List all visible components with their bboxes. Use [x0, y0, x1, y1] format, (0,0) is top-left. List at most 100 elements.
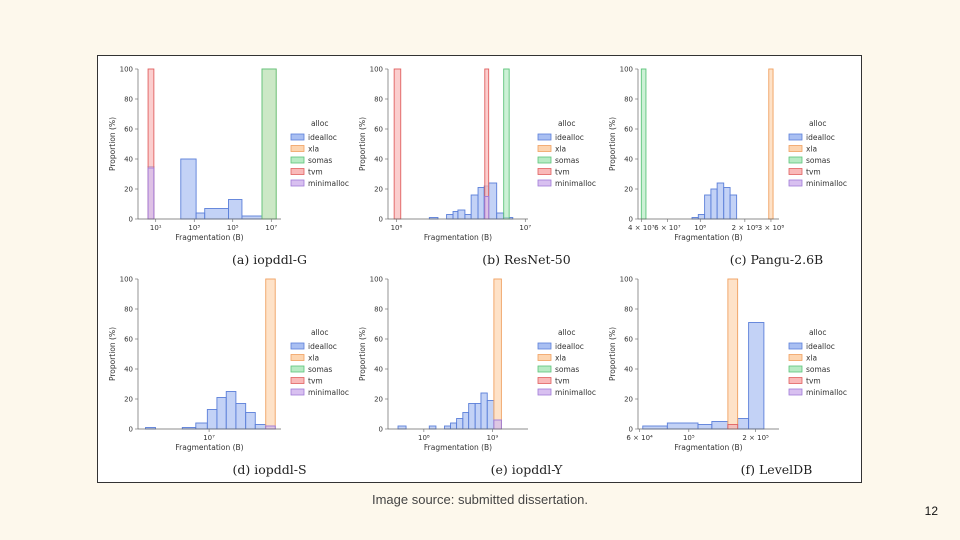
- legend-label-tvm: tvm: [806, 377, 821, 386]
- y-tick-label: 80: [374, 96, 383, 104]
- x-axis-label: Fragmentation (B): [674, 233, 742, 242]
- legend-label-xla: xla: [308, 145, 319, 154]
- bar-idealloc: [444, 425, 451, 430]
- x-tick-label: 10⁹: [487, 434, 499, 442]
- legend-swatch-minimalloc: [290, 179, 305, 187]
- legend-swatch-somas: [537, 365, 552, 373]
- caption-a: (a) iopddl-G: [232, 252, 307, 267]
- legend-title: alloc: [558, 328, 575, 337]
- bar-idealloc: [474, 403, 482, 430]
- bar-idealloc: [446, 214, 454, 220]
- x-tick-label: 10⁸: [694, 224, 706, 232]
- bar-idealloc: [477, 187, 485, 220]
- caption-d: (d) iopddl-S: [232, 462, 307, 477]
- bar-idealloc: [642, 425, 668, 430]
- x-tick-label: 10⁵: [227, 224, 239, 232]
- legend-swatch-tvm: [290, 168, 305, 175]
- legend-label-minimalloc: minimalloc: [308, 388, 349, 397]
- legend-swatch-minimalloc: [537, 388, 552, 396]
- legend-swatch-xla: [537, 145, 552, 152]
- legend-label-somas: somas: [555, 365, 579, 374]
- legend-swatch-somas: [290, 156, 305, 164]
- bar-xla: [265, 278, 276, 430]
- bar-idealloc: [488, 182, 498, 220]
- legend-swatch-somas: [788, 156, 803, 164]
- legend-label-minimalloc: minimalloc: [555, 179, 596, 188]
- bar-idealloc: [456, 418, 464, 430]
- legend-label-idealloc: idealloc: [806, 133, 835, 142]
- bar-minimalloc: [484, 196, 490, 220]
- legend-swatch-xla: [788, 145, 803, 152]
- legend-label-xla: xla: [308, 354, 319, 363]
- caption-f: (f) LevelDB: [740, 462, 813, 477]
- legend-swatch-idealloc: [290, 342, 305, 350]
- y-tick-label: 60: [374, 126, 383, 134]
- legend-label-minimalloc: minimalloc: [308, 179, 349, 188]
- y-tick-label: 60: [124, 336, 133, 344]
- y-tick-label: 100: [120, 66, 133, 74]
- legend-label-tvm: tvm: [806, 168, 821, 177]
- bar-idealloc: [254, 424, 267, 430]
- y-tick-label: 40: [624, 156, 633, 164]
- bar-minimalloc: [265, 425, 276, 430]
- bar-idealloc: [428, 425, 437, 430]
- bar-idealloc: [450, 422, 458, 430]
- legend-label-idealloc: idealloc: [555, 342, 584, 351]
- y-tick-label: 60: [624, 126, 633, 134]
- legend-label-somas: somas: [806, 365, 830, 374]
- legend-swatch-minimalloc: [290, 388, 305, 396]
- y-tick-label: 20: [374, 396, 383, 404]
- bar-xla: [727, 278, 739, 430]
- y-tick-label: 100: [120, 276, 133, 284]
- x-tick-label: 10⁷: [519, 224, 531, 232]
- legend-swatch-tvm: [537, 377, 552, 384]
- legend-label-somas: somas: [308, 156, 332, 165]
- legend-label-xla: xla: [806, 354, 817, 363]
- y-tick-label: 20: [624, 396, 633, 404]
- bar-idealloc: [470, 194, 479, 220]
- page-number: 12: [924, 504, 938, 518]
- bar-idealloc: [737, 418, 750, 430]
- y-tick-label: 100: [620, 276, 633, 284]
- bar-idealloc: [496, 212, 505, 220]
- subplot-1: 0 20 40 60 80 100 10¹ 10³ 10⁵ 10⁷ Fragmentation (B…: [108, 66, 349, 243]
- legend-swatch-tvm: [788, 168, 803, 175]
- x-tick-label: 10⁶: [391, 224, 403, 232]
- y-tick-label: 20: [374, 186, 383, 194]
- x-axis-label: Fragmentation (B): [674, 443, 742, 452]
- x-tick-label: 4 × 10⁷: [628, 224, 655, 232]
- y-tick-label: 0: [629, 216, 633, 224]
- bar-minimalloc: [147, 167, 155, 220]
- x-tick-label: 10⁷: [265, 224, 277, 232]
- x-tick-label: 10¹: [150, 224, 162, 232]
- legend-swatch-tvm: [290, 377, 305, 384]
- legend-swatch-idealloc: [290, 133, 305, 141]
- x-tick-label: 10⁸: [418, 434, 430, 442]
- y-axis-label: Proportion (%): [608, 117, 617, 171]
- bar-idealloc: [711, 421, 729, 430]
- bar-idealloc: [216, 397, 227, 430]
- y-tick-label: 100: [620, 66, 633, 74]
- bar-xla: [493, 278, 502, 430]
- y-tick-label: 0: [379, 426, 383, 434]
- legend-swatch-tvm: [788, 377, 803, 384]
- legend-label-somas: somas: [555, 156, 579, 165]
- bar-idealloc: [195, 422, 208, 430]
- legend-label-xla: xla: [806, 145, 817, 154]
- legend-label-minimalloc: minimalloc: [806, 179, 847, 188]
- legend-swatch-xla: [788, 354, 803, 361]
- legend-swatch-idealloc: [788, 133, 803, 141]
- bar-idealloc: [748, 322, 765, 430]
- legend-label-tvm: tvm: [308, 377, 323, 386]
- bar-idealloc: [464, 214, 472, 220]
- bar-idealloc: [697, 424, 713, 430]
- bar-idealloc: [206, 409, 218, 430]
- y-tick-label: 80: [624, 96, 633, 104]
- y-tick-label: 0: [629, 426, 633, 434]
- subplot-2: 0 20 40 60 80 100 10⁶ 10⁷ Fragmentation (B) Propo…: [358, 66, 596, 243]
- y-tick-label: 80: [624, 306, 633, 314]
- legend-swatch-minimalloc: [537, 179, 552, 187]
- y-tick-label: 40: [374, 366, 383, 374]
